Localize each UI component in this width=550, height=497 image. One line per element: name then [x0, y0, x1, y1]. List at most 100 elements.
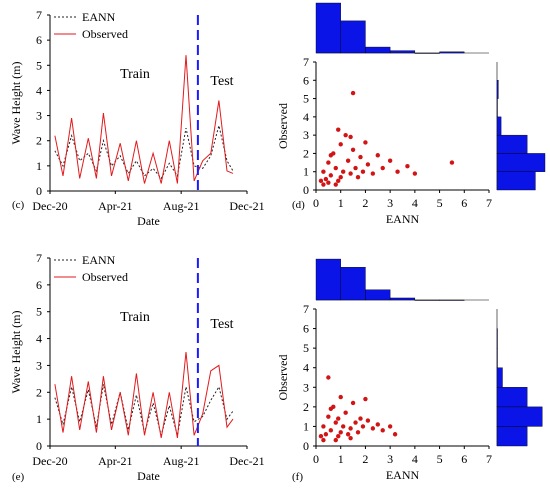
- x-tick-label: 6: [461, 196, 467, 210]
- x-tick-label: 3: [387, 452, 393, 466]
- y-tick-label: 6: [303, 73, 309, 87]
- scatter-point: [395, 169, 400, 174]
- scatter-point: [355, 175, 361, 180]
- y-tick-label: 0: [36, 184, 42, 198]
- y-histogram-bar: [496, 387, 528, 408]
- x-tick-label: Apr-21: [98, 454, 132, 468]
- scatter-point: [333, 437, 338, 443]
- scatter-point: [326, 180, 331, 185]
- y-tick-label: 4: [36, 83, 42, 97]
- scatter-point: [321, 424, 326, 429]
- legend-label-observed: Observed: [82, 270, 128, 284]
- scatter-point: [360, 169, 366, 174]
- x-tick-label: 2: [362, 196, 368, 210]
- x-tick-label: 2: [362, 452, 368, 466]
- scatter-point: [380, 428, 385, 433]
- x-tick-label: 6: [461, 452, 467, 466]
- scatter-point: [326, 414, 331, 419]
- scatter-point: [348, 435, 353, 441]
- y-tick-label: 3: [303, 380, 309, 394]
- scatter-point: [358, 416, 363, 421]
- y-tick-label: 5: [303, 92, 309, 106]
- scatter-point: [340, 424, 346, 429]
- scatter-point: [370, 426, 376, 431]
- scatter-point: [343, 132, 348, 138]
- scatter-point: [355, 430, 361, 435]
- x-tick-label: Dec-20: [32, 454, 67, 468]
- x-tick-label: Dec-20: [32, 199, 67, 213]
- scatter-point: [326, 160, 331, 165]
- scatter-point: [348, 134, 353, 140]
- scatter-point: [321, 182, 326, 187]
- scatter-point: [326, 375, 331, 380]
- scatter-point: [340, 169, 346, 174]
- y-axis-label: Wave Height (m): [9, 310, 23, 393]
- x-tick-label: 4: [412, 452, 418, 466]
- x-histogram-bar: [315, 258, 341, 301]
- scatter-point: [350, 90, 356, 96]
- y-tick-label: 7: [303, 55, 309, 69]
- scatter-point: [363, 140, 368, 145]
- x-tick-label: 0: [313, 196, 319, 210]
- y-tick-label: 0: [303, 439, 309, 453]
- y-tick-label: 7: [36, 251, 42, 265]
- scatter-point: [358, 154, 363, 160]
- x-tick-label: Aug-21: [163, 454, 200, 468]
- scatter-point: [350, 147, 356, 152]
- y-tick-label: 2: [303, 400, 309, 414]
- y-tick-label: 6: [36, 33, 42, 47]
- scatter-point: [338, 430, 343, 435]
- y-tick-label: 6: [303, 322, 309, 336]
- scatter-point: [365, 162, 371, 167]
- y-tick-label: 0: [303, 183, 309, 197]
- scatter-point: [323, 176, 329, 182]
- x-histogram-bar: [439, 299, 465, 301]
- y-tick-label: 7: [36, 8, 42, 22]
- y-axis-label: Observed: [276, 103, 290, 149]
- scatter-point: [321, 169, 326, 174]
- x-tick-label: 0: [313, 452, 319, 466]
- y-histogram-bar: [496, 80, 499, 99]
- x-tick-label: 5: [437, 452, 443, 466]
- y-histogram-bar: [496, 171, 536, 191]
- y-tick-label: 1: [36, 412, 42, 426]
- scatter-point: [387, 424, 393, 429]
- y-tick-label: 2: [36, 134, 42, 148]
- train-label: Train: [120, 67, 150, 82]
- scatter-point: [336, 434, 341, 439]
- scatter-point: [328, 153, 334, 158]
- x-tick-label: 1: [338, 196, 344, 210]
- y-tick-label: 3: [36, 109, 42, 123]
- x-tick-label: Apr-21: [98, 199, 132, 213]
- scatter-point: [321, 437, 326, 443]
- scatter-point: [333, 182, 338, 187]
- y-axis-label: Observed: [276, 355, 290, 401]
- y-tick-label: 2: [36, 385, 42, 399]
- scatter-point: [353, 165, 358, 171]
- test-label: Test: [210, 317, 233, 332]
- scatter-point: [338, 142, 343, 147]
- y-tick-label: 4: [303, 361, 309, 375]
- scatter-point: [345, 432, 351, 437]
- x-axis-label: EANN: [386, 212, 420, 226]
- x-tick-label: Dec-21: [229, 454, 264, 468]
- scatter-point: [343, 410, 348, 415]
- x-tick-label: Dec-21: [229, 199, 264, 213]
- y-tick-label: 4: [303, 110, 309, 124]
- x-histogram-bar: [414, 299, 440, 301]
- scatter-point: [360, 424, 366, 429]
- x-histogram-bar: [365, 289, 391, 301]
- y-histogram-bar: [496, 367, 503, 388]
- scatter-point: [363, 396, 368, 402]
- scatter-point: [412, 171, 418, 176]
- scatter-point: [328, 406, 334, 412]
- y-histogram-bar: [496, 116, 502, 136]
- scatter-point: [380, 165, 385, 171]
- x-histogram-bar: [414, 52, 440, 54]
- y-tick-label: 1: [303, 419, 309, 433]
- scatter-point: [328, 428, 334, 433]
- x-axis-label: Date: [137, 214, 160, 228]
- panel-label: (f): [292, 471, 303, 483]
- scatter-point: [348, 426, 353, 431]
- series-observed: [54, 55, 234, 184]
